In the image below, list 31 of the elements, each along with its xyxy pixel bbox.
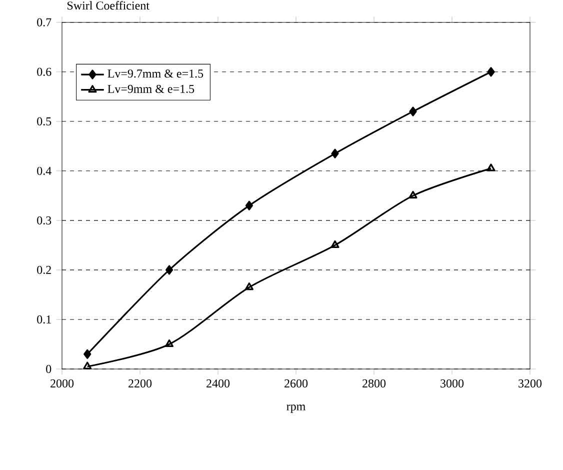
x-tick-label: 3000 xyxy=(440,379,464,388)
point xyxy=(165,265,174,275)
point xyxy=(408,190,418,198)
x-tick-label: 3200 xyxy=(518,379,542,388)
y-tick-label: 0.6 xyxy=(37,68,52,76)
y-tick-label: 0.1 xyxy=(37,315,51,324)
x-tick-label: 2000 xyxy=(50,379,74,388)
x-tick-label: 2200 xyxy=(128,379,152,388)
point xyxy=(409,106,417,116)
y-tick-label: 0.4 xyxy=(37,166,52,175)
point xyxy=(84,349,92,359)
legend-label: Lv=9.7mm & e=1.5 xyxy=(108,70,204,78)
point xyxy=(487,67,495,77)
point xyxy=(245,200,254,210)
point xyxy=(244,282,254,290)
point xyxy=(83,362,92,370)
x-tick-label: 2600 xyxy=(284,379,308,388)
point xyxy=(486,164,496,172)
y-tick-label: 0.5 xyxy=(37,117,52,126)
x-tick-label: 2800 xyxy=(362,379,386,388)
x-axis-title: rpm xyxy=(286,404,306,413)
x-tick-label: 2400 xyxy=(206,379,230,388)
point xyxy=(330,240,340,248)
legend-label: Lv=9mm & e=1.5 xyxy=(108,84,194,93)
chart-title: Swirl Coefficient xyxy=(68,1,150,10)
y-tick-label: 0.2 xyxy=(37,266,51,274)
point xyxy=(331,148,339,158)
point xyxy=(164,339,174,348)
y-tick-label: 0.3 xyxy=(37,216,52,224)
y-tick-label: 0.7 xyxy=(37,18,52,26)
y-tick-label: 0 xyxy=(46,364,52,374)
